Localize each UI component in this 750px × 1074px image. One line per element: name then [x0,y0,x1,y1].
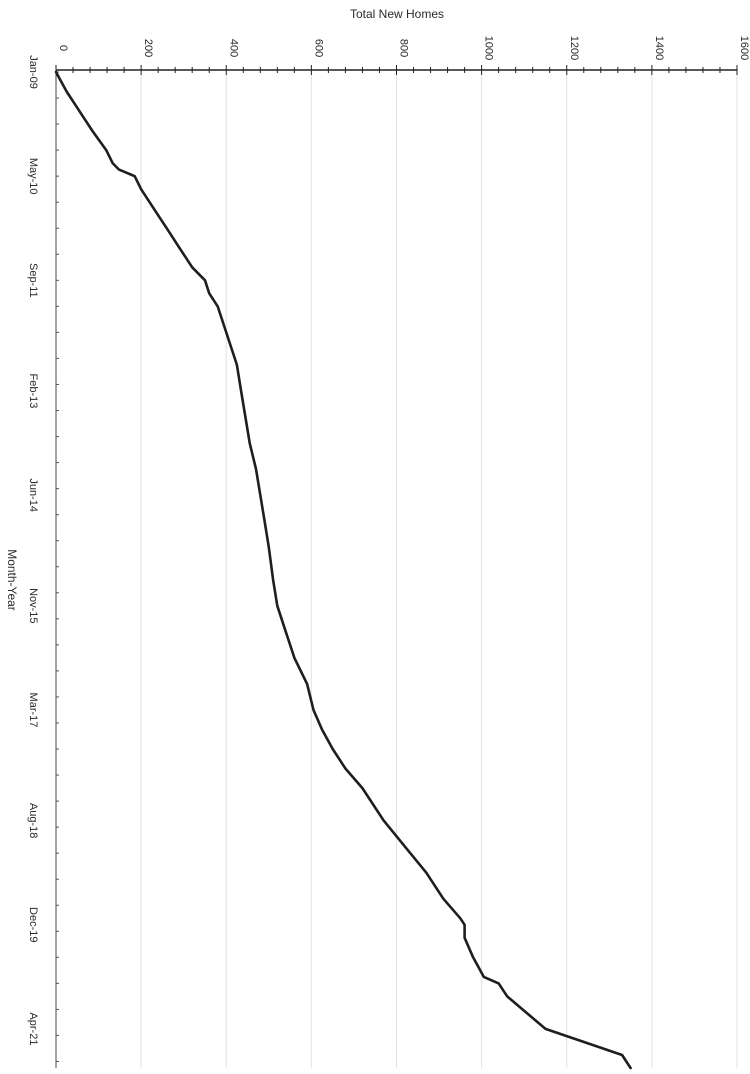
value-tick-label: 400 [227,39,239,57]
value-tick-label: 1400 [653,36,665,60]
value-tick-label: 0 [57,45,69,51]
value-tick-label: 600 [312,39,324,57]
value-tick-label: 1200 [568,36,580,60]
date-tick-label: Jan-09 [27,55,39,89]
value-axis-title: Total New Homes [350,7,444,21]
value-tick-label: 800 [398,39,410,57]
date-tick-label: Feb-13 [27,374,39,409]
value-tick-labels: 0 200 400 600 800 1000 1200 1400 1600 [57,36,750,60]
date-axis-title: Month-Year [5,549,19,611]
series-layer [54,70,632,1070]
axes [55,65,738,1068]
date-tick-label: Mar-17 [27,693,39,728]
value-tick-label: 200 [142,39,154,57]
date-tick-label: Nov-15 [27,588,39,623]
date-tick-label: Apr-21 [27,1012,39,1045]
date-tick-labels: Jan-09 May-10 Sep-11 Feb-13 Jun-14 Nov-15 Mar-… [27,55,39,1045]
date-tick-label: May-10 [27,158,39,195]
date-tick-label: Dec-19 [27,907,39,942]
date-tick-label: Aug-18 [27,803,39,838]
value-tick-label: 1000 [483,36,495,60]
series-line [54,70,632,1070]
date-tick-label: Sep-11 [27,263,39,298]
date-tick-label: Jun-14 [27,478,39,512]
value-tick-label: 1600 [738,36,750,60]
gridlines [140,70,738,1068]
